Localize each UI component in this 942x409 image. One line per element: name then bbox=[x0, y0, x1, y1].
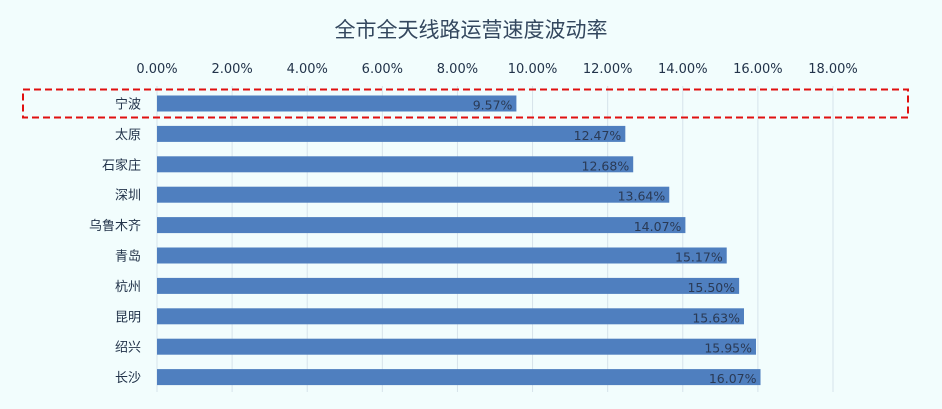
category-label: 青岛 bbox=[115, 249, 141, 265]
bar bbox=[157, 247, 727, 264]
bar bbox=[157, 217, 686, 234]
category-label: 深圳 bbox=[115, 189, 141, 204]
category-label: 昆明 bbox=[115, 310, 141, 325]
data-label: 15.50% bbox=[687, 280, 735, 295]
category-label: 乌鲁木齐 bbox=[89, 218, 141, 234]
bar bbox=[157, 338, 757, 355]
x-tick-label: 18.00% bbox=[808, 62, 858, 77]
data-label: 12.68% bbox=[582, 158, 630, 173]
bar bbox=[157, 369, 761, 386]
data-labels: 9.57% 12.47% 12.68% 13.64% 14.07% 15.17% 15.50… bbox=[473, 98, 757, 387]
category-label: 绍兴 bbox=[115, 341, 141, 356]
highlight-box bbox=[22, 88, 909, 119]
data-label: 12.47% bbox=[574, 128, 622, 143]
x-tick-label: 8.00% bbox=[437, 62, 478, 77]
bar bbox=[157, 186, 670, 203]
x-tick-label: 0.00% bbox=[136, 62, 177, 77]
bar bbox=[157, 156, 634, 173]
data-label: 15.63% bbox=[692, 310, 740, 325]
x-tick-label: 12.00% bbox=[583, 62, 633, 77]
x-tick-label: 10.00% bbox=[508, 62, 558, 77]
category-label: 长沙 bbox=[115, 371, 141, 386]
data-label: 16.07% bbox=[709, 371, 757, 386]
data-label: 13.64% bbox=[618, 189, 666, 204]
bar bbox=[157, 308, 744, 325]
data-label: 15.17% bbox=[675, 250, 723, 265]
bar bbox=[157, 95, 517, 112]
chart-title: 全市全天线路运营速度波动率 bbox=[335, 18, 608, 42]
bars bbox=[157, 95, 761, 386]
data-label: 9.57% bbox=[473, 98, 513, 113]
x-tick-label: 6.00% bbox=[362, 62, 403, 77]
x-axis-ticks: 0.00% 2.00% 4.00% 6.00% 8.00% 10.00% 12.00% 14.… bbox=[136, 62, 857, 77]
x-tick-label: 4.00% bbox=[287, 62, 328, 77]
category-label: 石家庄 bbox=[102, 157, 141, 173]
category-label: 太原 bbox=[115, 128, 141, 143]
bar bbox=[157, 277, 740, 294]
data-label: 15.95% bbox=[704, 341, 752, 356]
x-tick-label: 14.00% bbox=[658, 62, 708, 77]
x-tick-label: 16.00% bbox=[733, 62, 783, 77]
category-label: 杭州 bbox=[115, 280, 141, 295]
category-label: 宁波 bbox=[115, 97, 141, 113]
bar bbox=[157, 125, 626, 142]
x-tick-label: 2.00% bbox=[211, 62, 252, 77]
data-label: 14.07% bbox=[634, 219, 682, 234]
